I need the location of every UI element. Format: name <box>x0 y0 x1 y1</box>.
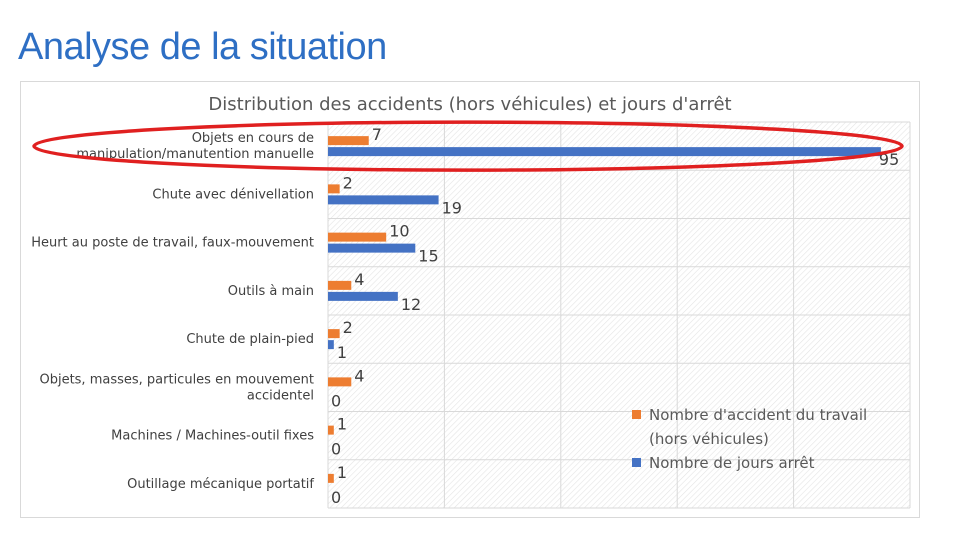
data-label: 2 <box>343 318 353 337</box>
data-label: 10 <box>389 222 409 241</box>
data-label: 95 <box>879 150 899 169</box>
data-label: 0 <box>331 488 341 507</box>
legend-label: Nombre d'accident du travail <box>649 406 867 424</box>
data-label: 0 <box>331 391 341 410</box>
bar <box>328 280 352 290</box>
category-label: Objets, masses, particules en mouvement <box>39 372 314 387</box>
category-label: manipulation/manutention manuelle <box>76 147 314 162</box>
slide-title: Analyse de la situation <box>18 26 387 68</box>
data-label: 1 <box>337 463 347 482</box>
bar <box>328 184 340 194</box>
category-label: Heurt au poste de travail, faux-mouvemen… <box>31 236 314 251</box>
bar <box>328 425 334 435</box>
data-label: 7 <box>372 125 382 144</box>
bar <box>328 147 881 157</box>
data-label: 1 <box>337 343 347 362</box>
data-label: 1 <box>337 415 347 434</box>
data-label: 12 <box>401 295 421 314</box>
category-label: accidentel <box>247 388 314 403</box>
bar <box>328 340 334 350</box>
bar <box>328 473 334 483</box>
data-label: 0 <box>331 440 341 459</box>
bar <box>328 291 398 301</box>
category-label: Outils à main <box>228 284 314 299</box>
chart-title: Distribution des accidents (hors véhicul… <box>208 94 731 115</box>
legend-swatch <box>632 410 641 419</box>
bar <box>328 243 416 253</box>
legend-label: (hors véhicules) <box>649 430 769 448</box>
data-label: 19 <box>442 198 462 217</box>
bar <box>328 195 439 205</box>
category-label: Objets en cours de <box>192 131 314 146</box>
category-label: Machines / Machines-outil fixes <box>111 429 314 444</box>
data-label: 4 <box>354 270 364 289</box>
legend-label: Nombre de jours arrêt <box>649 454 815 472</box>
category-label: Chute avec dénivellation <box>152 187 314 202</box>
data-label: 15 <box>418 247 438 266</box>
bar <box>328 377 352 387</box>
legend-swatch <box>632 458 641 467</box>
bar <box>328 232 387 242</box>
category-label: Chute de plain-pied <box>186 332 314 347</box>
data-label: 2 <box>343 173 353 192</box>
data-label: 4 <box>354 366 364 385</box>
category-label: Outillage mécanique portatif <box>127 477 314 492</box>
highlight-ellipse <box>32 120 904 172</box>
bar <box>328 136 369 146</box>
bar <box>328 329 340 339</box>
chart-frame <box>20 81 920 518</box>
